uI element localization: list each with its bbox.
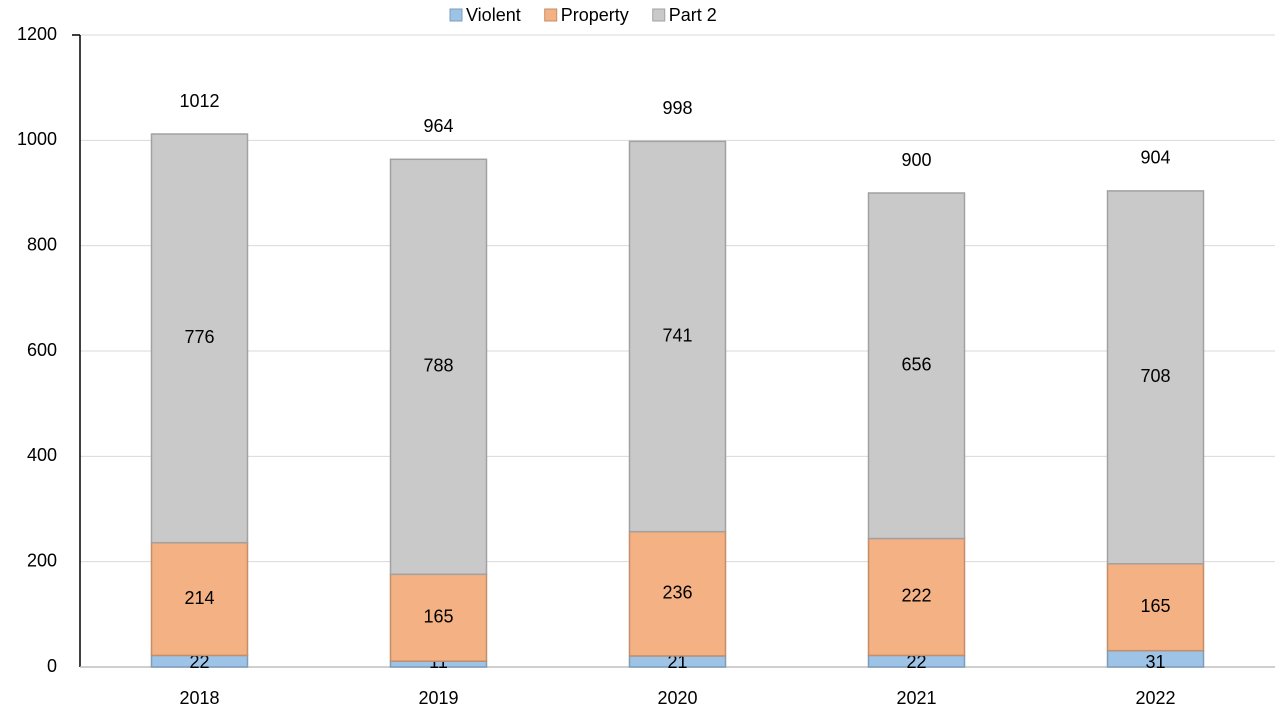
legend-label: Part 2	[669, 5, 717, 25]
data-label: 656	[901, 354, 931, 374]
data-label: 31	[1145, 652, 1165, 672]
total-label: 1012	[179, 91, 219, 111]
y-tick-label: 600	[27, 340, 57, 360]
data-label: 22	[906, 652, 926, 672]
x-tick-label: 2019	[418, 688, 458, 708]
total-label: 900	[901, 150, 931, 170]
x-tick-label: 2022	[1135, 688, 1175, 708]
bar-segment	[628, 530, 727, 657]
data-label: 741	[662, 325, 692, 345]
data-label: 788	[423, 356, 453, 376]
data-label: 222	[901, 586, 931, 606]
data-label: 165	[423, 607, 453, 627]
data-label: 21	[667, 652, 687, 672]
data-label: 776	[184, 327, 214, 347]
legend-swatch	[544, 8, 558, 22]
total-label: 964	[423, 116, 453, 136]
bar-segment	[150, 541, 249, 657]
y-tick-label: 1200	[17, 24, 57, 44]
bar-segment	[1106, 190, 1205, 565]
bar-segment	[389, 573, 488, 662]
bar-segment	[867, 537, 966, 657]
y-tick-label: 200	[27, 550, 57, 570]
y-tick-label: 400	[27, 445, 57, 465]
bar-segment	[628, 140, 727, 533]
x-tick-label: 2021	[896, 688, 936, 708]
bar-segment	[867, 192, 966, 540]
legend-label: Property	[561, 5, 629, 25]
legend-label: Violent	[466, 5, 521, 25]
y-tick-label: 800	[27, 234, 57, 254]
x-tick-label: 2018	[179, 688, 219, 708]
legend-swatch	[449, 8, 463, 22]
data-label: 165	[1140, 596, 1170, 616]
data-label: 708	[1140, 366, 1170, 386]
x-tick-label: 2020	[657, 688, 697, 708]
data-label: 236	[662, 583, 692, 603]
total-label: 904	[1140, 148, 1170, 168]
data-label: 214	[184, 588, 214, 608]
y-tick-label: 0	[47, 656, 57, 676]
bar-segment	[389, 158, 488, 576]
data-label: 22	[189, 652, 209, 672]
y-tick-label: 1000	[17, 129, 57, 149]
bar-segment	[150, 133, 249, 544]
total-label: 998	[662, 98, 692, 118]
legend-swatch	[652, 8, 666, 22]
